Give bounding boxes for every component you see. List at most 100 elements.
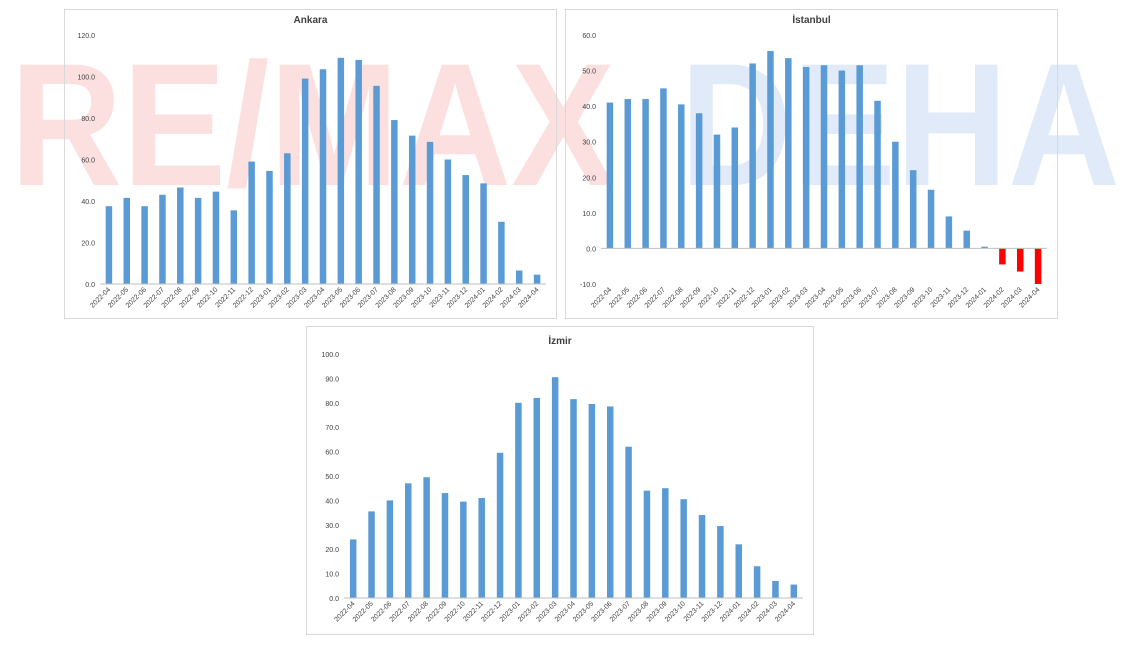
y-tick-label: 50.0 bbox=[325, 474, 339, 481]
bar-2022-06 bbox=[141, 206, 148, 284]
bar-2022-09 bbox=[194, 197, 202, 284]
bar-2023-08 bbox=[391, 120, 398, 284]
bar-2022-10 bbox=[460, 501, 467, 598]
bar-2022-04 bbox=[105, 206, 113, 284]
y-tick-label: 0.0 bbox=[329, 596, 339, 603]
bar-2023-09 bbox=[909, 170, 917, 249]
bar-2022-09 bbox=[695, 113, 703, 249]
y-tick-label: 60.0 bbox=[81, 158, 95, 165]
y-tick-label: 120.0 bbox=[77, 33, 95, 40]
chart-istanbul-plot: -10.00.010.020.030.040.050.060.02022-042… bbox=[580, 33, 1047, 310]
bar-2023-06 bbox=[355, 59, 362, 285]
bar-2022-12 bbox=[248, 161, 255, 284]
y-tick-label: 40.0 bbox=[582, 104, 596, 111]
y-tick-label: 100.0 bbox=[77, 75, 95, 82]
bar-2022-12 bbox=[496, 452, 504, 598]
bar-2023-03 bbox=[301, 78, 309, 284]
bar-2022-07 bbox=[159, 194, 166, 284]
y-tick-label: 80.0 bbox=[81, 116, 95, 123]
bar-2024-03 bbox=[772, 580, 779, 598]
bar-2022-08 bbox=[177, 187, 184, 284]
bar-2023-01 bbox=[767, 51, 774, 249]
bar-2023-08 bbox=[892, 141, 899, 249]
bar-2023-06 bbox=[856, 65, 863, 249]
bar-2023-10 bbox=[680, 499, 687, 598]
bar-2024-04 bbox=[533, 274, 541, 284]
bar-2023-07 bbox=[625, 446, 632, 598]
bar-2022-07 bbox=[405, 483, 412, 598]
x-tick-label: 2024-04 bbox=[774, 600, 797, 623]
y-tick-label: 10.0 bbox=[325, 572, 339, 579]
chart-ankara-plot: 0.020.040.060.080.0100.0120.02022-042022… bbox=[77, 33, 546, 310]
y-tick-label: 0.0 bbox=[586, 246, 596, 253]
bar-2022-09 bbox=[441, 493, 449, 598]
bar-2023-07 bbox=[373, 85, 380, 284]
bar-2023-02 bbox=[785, 58, 792, 249]
bar-2023-05 bbox=[337, 57, 345, 284]
bar-2023-10 bbox=[426, 141, 434, 284]
bar-2022-05 bbox=[368, 511, 375, 598]
bar-2024-01 bbox=[735, 544, 742, 598]
chart-title: İzmir bbox=[548, 336, 572, 347]
bar-2023-12 bbox=[462, 175, 469, 284]
bar-2023-10 bbox=[927, 189, 935, 249]
y-tick-label: 10.0 bbox=[582, 211, 596, 218]
bar-2023-01 bbox=[266, 170, 273, 284]
y-tick-label: 80.0 bbox=[325, 401, 339, 408]
bar-2024-04 bbox=[790, 584, 798, 598]
bar-2024-03 bbox=[1016, 248, 1024, 272]
bar-2023-07 bbox=[874, 100, 881, 249]
y-tick-label: 0.0 bbox=[85, 282, 95, 289]
bar-2023-02 bbox=[533, 397, 541, 598]
bar-2023-09 bbox=[408, 135, 416, 284]
bar-2023-02 bbox=[284, 153, 291, 284]
bar-2022-11 bbox=[731, 127, 739, 249]
chart-istanbul: İstanbul -10.0 0.0 10.0 20.0 30.0 40.0 50.0 60.… bbox=[565, 9, 1058, 319]
bar-2022-05 bbox=[624, 99, 632, 249]
bar-2022-10 bbox=[713, 134, 721, 249]
bar-2023-06 bbox=[606, 406, 614, 598]
y-tick-label: 50.0 bbox=[582, 69, 596, 76]
chart-ankara: Ankara 0.0 20.0 40.0 60.0 80.0 100.0 120.0 2022… bbox=[64, 9, 557, 319]
y-tick-label: 90.0 bbox=[325, 376, 339, 383]
bar-2023-11 bbox=[698, 515, 706, 598]
bar-2024-02 bbox=[999, 248, 1006, 265]
bar-2022-06 bbox=[386, 500, 394, 598]
bar-2022-12 bbox=[749, 63, 756, 249]
y-tick-label: 20.0 bbox=[325, 547, 339, 554]
bar-2024-02 bbox=[753, 566, 761, 598]
bar-2024-03 bbox=[515, 270, 523, 284]
bar-2022-08 bbox=[423, 477, 430, 598]
bar-2023-08 bbox=[643, 490, 651, 598]
y-tick-label: 60.0 bbox=[325, 450, 339, 457]
bar-2022-08 bbox=[678, 104, 685, 249]
bar-2023-04 bbox=[319, 69, 327, 284]
chart-izmir-plot: 0.0 10.0 20.0 30.0 40.0 50.0 60.0 70.0 80.0 90.0 1… bbox=[321, 352, 803, 624]
y-tick-label: 60.0 bbox=[582, 33, 596, 40]
bar-2022-11 bbox=[478, 497, 485, 598]
bar-2023-04 bbox=[570, 399, 577, 598]
bar-2022-06 bbox=[642, 99, 649, 249]
bar-2023-04 bbox=[820, 65, 828, 249]
chart-title: İstanbul bbox=[792, 15, 831, 26]
y-tick-label: 100.0 bbox=[321, 352, 339, 359]
bar-2024-01 bbox=[981, 246, 988, 249]
y-tick-label: 30.0 bbox=[582, 140, 596, 147]
chart-izmir: İzmir 0.0 10.0 20.0 30.0 40.0 50.0 60.0 70.0 80.… bbox=[306, 326, 814, 635]
bar-2023-01 bbox=[515, 402, 522, 598]
bar-2022-10 bbox=[212, 191, 220, 284]
y-tick-label: 30.0 bbox=[325, 523, 339, 530]
bar-2023-05 bbox=[588, 404, 596, 598]
y-tick-label: 20.0 bbox=[81, 241, 95, 248]
bar-2023-12 bbox=[717, 526, 724, 598]
bar-2022-04 bbox=[606, 102, 614, 249]
bar-2023-03 bbox=[802, 67, 810, 249]
bar-2023-05 bbox=[838, 70, 846, 249]
y-tick-label: 40.0 bbox=[81, 199, 95, 206]
bar-2024-04 bbox=[1034, 248, 1042, 284]
y-tick-label: -10.0 bbox=[580, 282, 596, 289]
bar-2022-11 bbox=[230, 210, 238, 284]
y-tick-label: 70.0 bbox=[325, 425, 339, 432]
bar-2024-01 bbox=[480, 183, 487, 284]
bar-2023-09 bbox=[662, 488, 669, 598]
